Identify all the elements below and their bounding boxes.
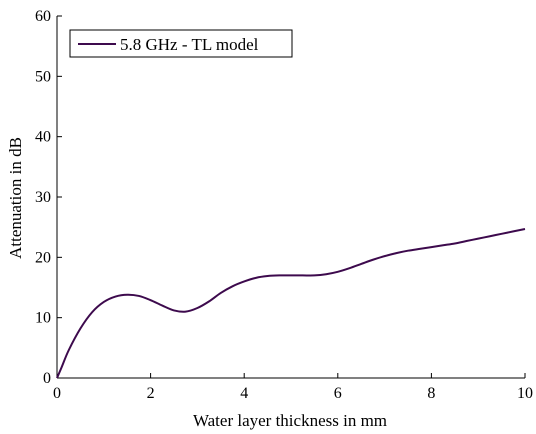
x-tick-label: 10 [517, 385, 533, 402]
y-tick-label: 0 [43, 370, 51, 387]
y-tick-label: 10 [35, 310, 51, 327]
y-tick-label: 40 [35, 129, 51, 146]
plot-area [56, 228, 526, 379]
series-line [56, 228, 526, 379]
x-tick-label: 8 [427, 385, 435, 402]
y-tick-label: 60 [35, 8, 51, 25]
x-tick-label: 0 [53, 385, 61, 402]
x-tick-label: 4 [240, 385, 248, 402]
axes: 0 2 4 6 8 10 0 10 20 30 40 50 60 [35, 8, 533, 402]
x-tick-label: 2 [147, 385, 155, 402]
x-axis-title: Water layer thickness in mm [193, 411, 387, 430]
y-axis-title: Attenuation in dB [6, 137, 25, 259]
y-tick-label: 50 [35, 68, 51, 85]
y-tick-label: 20 [35, 249, 51, 266]
y-tick-label: 30 [35, 189, 51, 206]
legend: 5.8 GHz - TL model [69, 29, 293, 58]
x-tick-label: 6 [334, 385, 342, 402]
legend-label: 5.8 GHz - TL model [120, 35, 259, 54]
